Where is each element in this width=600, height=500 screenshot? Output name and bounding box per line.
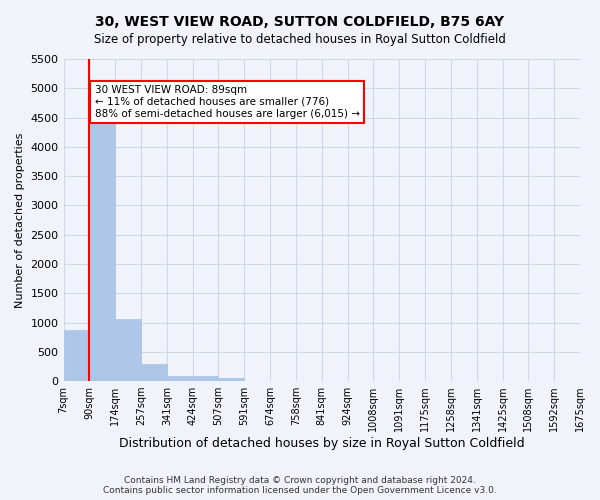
Bar	[193, 376, 218, 381]
Bar	[218, 378, 244, 381]
X-axis label: Distribution of detached houses by size in Royal Sutton Coldfield: Distribution of detached houses by size …	[119, 437, 524, 450]
Text: 30, WEST VIEW ROAD, SUTTON COLDFIELD, B75 6AY: 30, WEST VIEW ROAD, SUTTON COLDFIELD, B7…	[95, 15, 505, 29]
Text: Size of property relative to detached houses in Royal Sutton Coldfield: Size of property relative to detached ho…	[94, 32, 506, 46]
Text: 30 WEST VIEW ROAD: 89sqm
← 11% of detached houses are smaller (776)
88% of semi-: 30 WEST VIEW ROAD: 89sqm ← 11% of detach…	[95, 86, 359, 118]
Text: Contains HM Land Registry data © Crown copyright and database right 2024.
Contai: Contains HM Land Registry data © Crown c…	[103, 476, 497, 495]
Bar	[115, 319, 141, 381]
Bar	[167, 376, 193, 381]
Bar	[89, 114, 115, 381]
Y-axis label: Number of detached properties: Number of detached properties	[15, 132, 25, 308]
Bar	[141, 364, 167, 381]
Bar	[64, 330, 89, 381]
